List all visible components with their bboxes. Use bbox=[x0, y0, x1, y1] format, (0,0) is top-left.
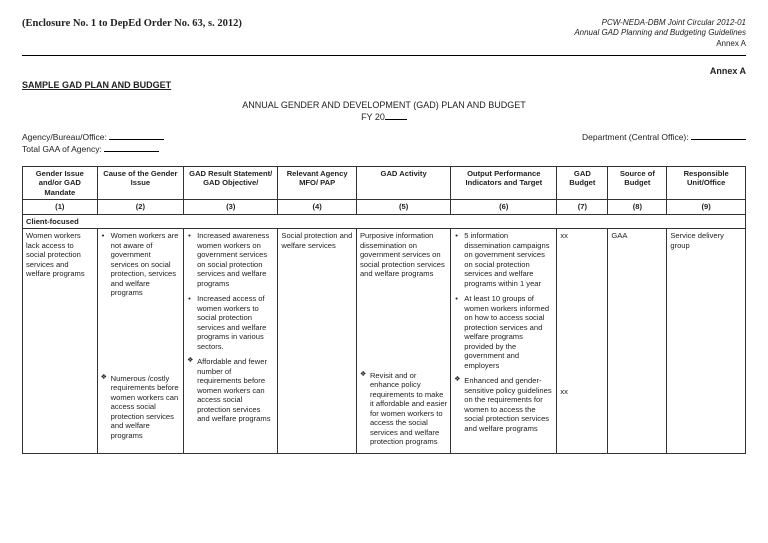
dept-label: Department (Central Office): bbox=[582, 132, 746, 156]
cause-b: Numerous /costly requirements before wom… bbox=[101, 374, 180, 440]
cell-budget: xx xx bbox=[557, 229, 608, 453]
colnum-1: (1) bbox=[23, 200, 98, 214]
section-row: Client-focused bbox=[23, 214, 746, 228]
cell-source: GAA bbox=[608, 229, 667, 453]
cell-responsible: Service delivery group bbox=[667, 229, 746, 453]
colnum-4: (4) bbox=[278, 200, 357, 214]
col-header-1: Gender Issue and/or GAD Mandate bbox=[23, 166, 98, 199]
fy-line: FY 20 bbox=[22, 112, 746, 122]
header-rule bbox=[22, 55, 746, 56]
annex-ref-small: Annex A bbox=[574, 39, 746, 49]
col-header-7: GAD Budget bbox=[557, 166, 608, 199]
result-a: Increased awareness women workers on gov… bbox=[187, 231, 274, 288]
colnum-8: (8) bbox=[608, 200, 667, 214]
activity-b: Revisit and or enhance policy requiremen… bbox=[360, 371, 447, 447]
colnum-3: (3) bbox=[184, 200, 278, 214]
section-label: Client-focused bbox=[23, 214, 746, 228]
col-header-6: Output Performance Indicators and Target bbox=[451, 166, 557, 199]
budget-a: xx bbox=[560, 231, 604, 240]
output-c: Enhanced and gender-sensitive policy gui… bbox=[454, 376, 553, 433]
table-row: Women workers lack access to social prot… bbox=[23, 229, 746, 453]
cell-activity: Purposive information dissemination on g… bbox=[356, 229, 450, 453]
result-c: Affordable and fewer number of requireme… bbox=[187, 357, 274, 423]
result-b: Increased access of women workers to soc… bbox=[187, 294, 274, 351]
guidelines-title: Annual GAD Planning and Budgeting Guidel… bbox=[574, 28, 746, 38]
total-gaa-label: Total GAA of Agency: bbox=[22, 144, 164, 156]
activity-a: Purposive information dissemination on g… bbox=[360, 231, 447, 278]
colnum-row: (1) (2) (3) (4) (5) (6) (7) (8) (9) bbox=[23, 200, 746, 214]
col-header-4: Relevant Agency MFO/ PAP bbox=[278, 166, 357, 199]
col-header-8: Source of Budget bbox=[608, 166, 667, 199]
info-row: Agency/Bureau/Office: Total GAA of Agenc… bbox=[22, 132, 746, 156]
cell-mfo: Social protection and welfare services bbox=[278, 229, 357, 453]
budget-b: xx bbox=[560, 387, 604, 396]
cell-output: 5 information dissemination campaigns on… bbox=[451, 229, 557, 453]
cell-gender-issue: Women workers lack access to social prot… bbox=[23, 229, 98, 453]
main-title: ANNUAL GENDER AND DEVELOPMENT (GAD) PLAN… bbox=[22, 100, 746, 110]
col-header-2: Cause of the Gender Issue bbox=[97, 166, 183, 199]
col-header-5: GAD Activity bbox=[356, 166, 450, 199]
enclosure-title: (Enclosure No. 1 to DepEd Order No. 63, … bbox=[22, 18, 242, 29]
agency-label: Agency/Bureau/Office: bbox=[22, 132, 164, 144]
gad-table: Gender Issue and/or GAD Mandate Cause of… bbox=[22, 166, 746, 454]
sample-title: SAMPLE GAD PLAN AND BUDGET bbox=[22, 80, 746, 90]
right-header: PCW-NEDA-DBM Joint Circular 2012-01 Annu… bbox=[574, 18, 746, 49]
colnum-5: (5) bbox=[356, 200, 450, 214]
colnum-9: (9) bbox=[667, 200, 746, 214]
cell-cause: Women workers are not aware of governmen… bbox=[97, 229, 183, 453]
colnum-2: (2) bbox=[97, 200, 183, 214]
col-header-3: GAD Result Statement/ GAD Objective/ bbox=[184, 166, 278, 199]
col-header-9: Responsible Unit/Office bbox=[667, 166, 746, 199]
colnum-6: (6) bbox=[451, 200, 557, 214]
annex-label: Annex A bbox=[22, 66, 746, 76]
cause-a: Women workers are not aware of governmen… bbox=[101, 231, 180, 297]
output-b: At least 10 groups of women workers info… bbox=[454, 294, 553, 370]
circular-ref: PCW-NEDA-DBM Joint Circular 2012-01 bbox=[574, 18, 746, 28]
output-a: 5 information dissemination campaigns on… bbox=[454, 231, 553, 288]
colnum-7: (7) bbox=[557, 200, 608, 214]
header-row: Gender Issue and/or GAD Mandate Cause of… bbox=[23, 166, 746, 199]
cell-result: Increased awareness women workers on gov… bbox=[184, 229, 278, 453]
